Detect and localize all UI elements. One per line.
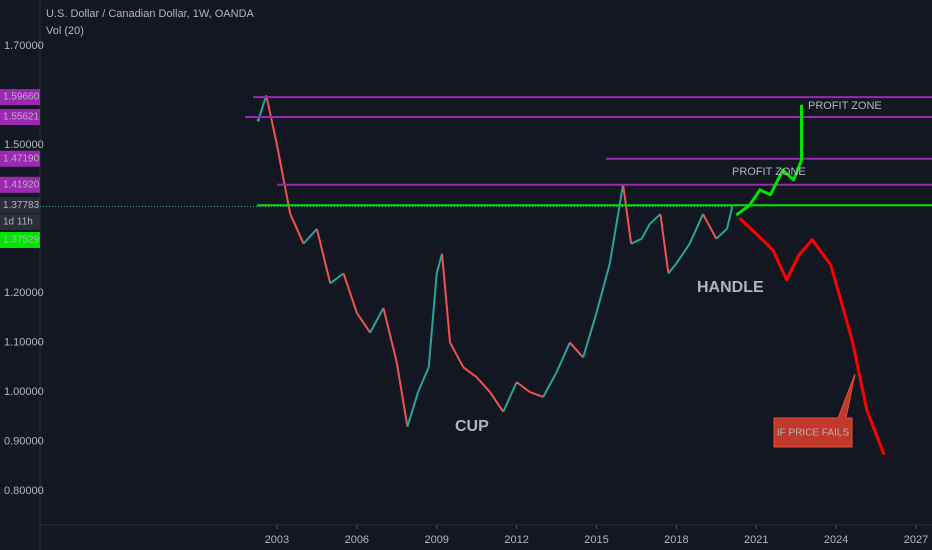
price-segment — [475, 376, 491, 393]
price-segment — [582, 312, 598, 358]
x-tick-label: 2003 — [265, 534, 289, 546]
annotation: PROFIT ZONE — [808, 100, 882, 112]
x-tick-label: 2015 — [584, 534, 608, 546]
price-segment — [382, 307, 398, 363]
price-segment — [725, 206, 734, 230]
price-segment — [342, 273, 358, 314]
y-tick-label: 1.00000 — [4, 386, 44, 398]
price-segment — [489, 391, 505, 413]
price-segment — [555, 342, 571, 373]
price-segment — [417, 366, 430, 393]
price-segment — [640, 223, 651, 240]
price-segment — [702, 213, 718, 240]
y-tick-label: 1.20000 — [4, 287, 44, 299]
price-segment — [265, 95, 278, 146]
y-tick-label: 0.90000 — [4, 435, 44, 447]
price-segment — [659, 213, 670, 274]
price-segment — [529, 391, 544, 398]
subtitle: Vol (20) — [46, 25, 84, 37]
price-label-box — [0, 197, 40, 214]
price-segment — [675, 243, 691, 265]
price-segment — [667, 262, 678, 275]
price-segment — [275, 144, 292, 215]
price-label-box — [0, 176, 40, 193]
y-tick-label: 0.80000 — [4, 485, 44, 497]
price-label-box — [0, 150, 40, 167]
price-label: 1.59660 — [3, 92, 40, 103]
y-tick-label: 1.10000 — [4, 336, 44, 348]
price-segment — [329, 272, 345, 285]
price-segment — [515, 381, 531, 393]
annotation: HANDLE — [697, 279, 764, 296]
x-tick-label: 2021 — [744, 534, 768, 546]
price-segment — [395, 362, 409, 427]
price-segment — [427, 273, 438, 368]
price-segment — [462, 366, 478, 378]
last-price-box — [0, 232, 40, 248]
price-segment — [608, 184, 625, 264]
price-segment — [355, 312, 371, 334]
x-tick-label: 2006 — [345, 534, 369, 546]
annotation: IF PRICE FAILS — [777, 428, 850, 439]
price-label: 1.37783 — [3, 200, 40, 211]
price-segment — [257, 95, 268, 121]
price-segment — [441, 253, 452, 343]
price-segment — [630, 237, 643, 245]
price-segment — [315, 228, 332, 284]
x-tick-label: 2012 — [504, 534, 528, 546]
price-label: 1.47190 — [3, 153, 40, 164]
projection — [735, 104, 804, 217]
price-segment — [649, 213, 662, 225]
x-tick-label: 2027 — [904, 534, 928, 546]
price-segment — [406, 391, 420, 427]
price-segment — [369, 307, 385, 334]
price-segment — [688, 213, 704, 245]
annotation: PROFIT ZONE — [732, 166, 806, 178]
price-label-box — [0, 89, 40, 106]
last-price-label: 1.37529 — [3, 235, 40, 246]
countdown: 1d 11h — [3, 217, 33, 228]
x-tick-label: 2009 — [424, 534, 448, 546]
price-segment — [542, 371, 558, 398]
price-segment — [435, 253, 443, 274]
price-segment — [595, 263, 611, 314]
y-tick-label: 1.50000 — [4, 139, 44, 151]
projection — [738, 216, 886, 456]
y-tick-label: 1.70000 — [4, 40, 44, 52]
x-tick-label: 2024 — [824, 534, 848, 546]
price-segment — [715, 228, 728, 240]
price-segment — [302, 228, 318, 245]
countdown-box — [0, 214, 40, 230]
chart-title: U.S. Dollar / Canadian Dollar, 1W, OANDA — [46, 8, 255, 20]
x-tick-label: 2018 — [664, 534, 688, 546]
price-segment — [622, 184, 633, 244]
annotation: CUP — [455, 418, 489, 435]
price-segment — [289, 213, 305, 245]
price-segment — [449, 342, 465, 368]
price-label: 1.41920 — [3, 179, 40, 190]
price-label-box — [0, 109, 40, 126]
price-segment — [569, 341, 584, 359]
price-segment — [502, 381, 518, 413]
price-label: 1.55621 — [3, 112, 40, 123]
callout — [773, 373, 856, 448]
